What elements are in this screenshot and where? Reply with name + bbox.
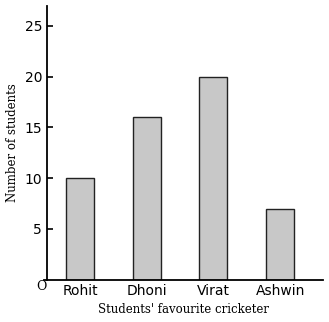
Bar	[133, 117, 161, 280]
Y-axis label: Number of students: Number of students	[6, 83, 19, 202]
Text: O: O	[37, 280, 47, 293]
Bar	[66, 178, 94, 280]
X-axis label: Students' favourite cricketer: Students' favourite cricketer	[98, 303, 269, 317]
Bar	[199, 77, 227, 280]
Bar	[266, 209, 294, 280]
